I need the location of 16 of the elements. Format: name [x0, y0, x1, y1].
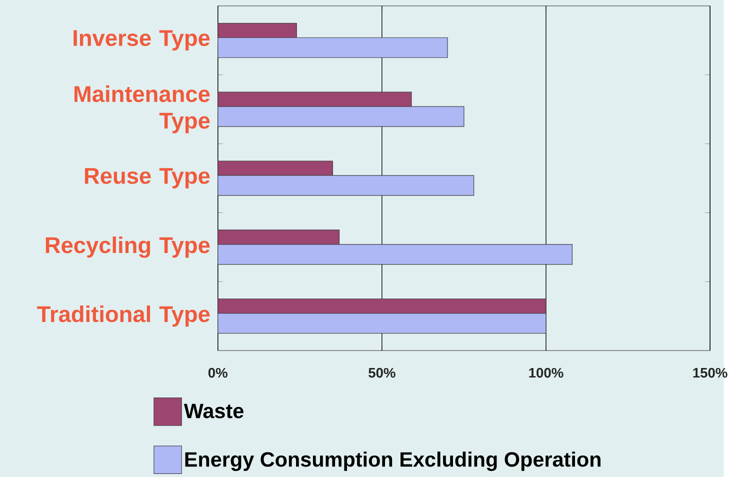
y-tick-label: Recycling Type: [46, 236, 210, 258]
bar: [218, 106, 464, 127]
bar: [218, 244, 573, 265]
bar: [218, 312, 546, 334]
x-tick-label: 0%: [208, 368, 228, 378]
y-tick-label: Traditional Type: [37, 305, 210, 327]
bar: [218, 37, 448, 58]
x-tick-label: 100%: [529, 368, 564, 378]
y-tick-label: Reuse Type: [84, 168, 210, 188]
x-tick-label: 150%: [693, 368, 728, 378]
legend-label: Waste: [184, 404, 244, 418]
legend-label: Energy Consumption Excluding Operation: [185, 451, 600, 471]
x-tick-label: 50%: [368, 368, 396, 378]
y-tick-label: Maintenance Type: [74, 85, 210, 134]
y-tick-label: Inverse Type: [74, 30, 210, 50]
bar: [218, 175, 474, 196]
